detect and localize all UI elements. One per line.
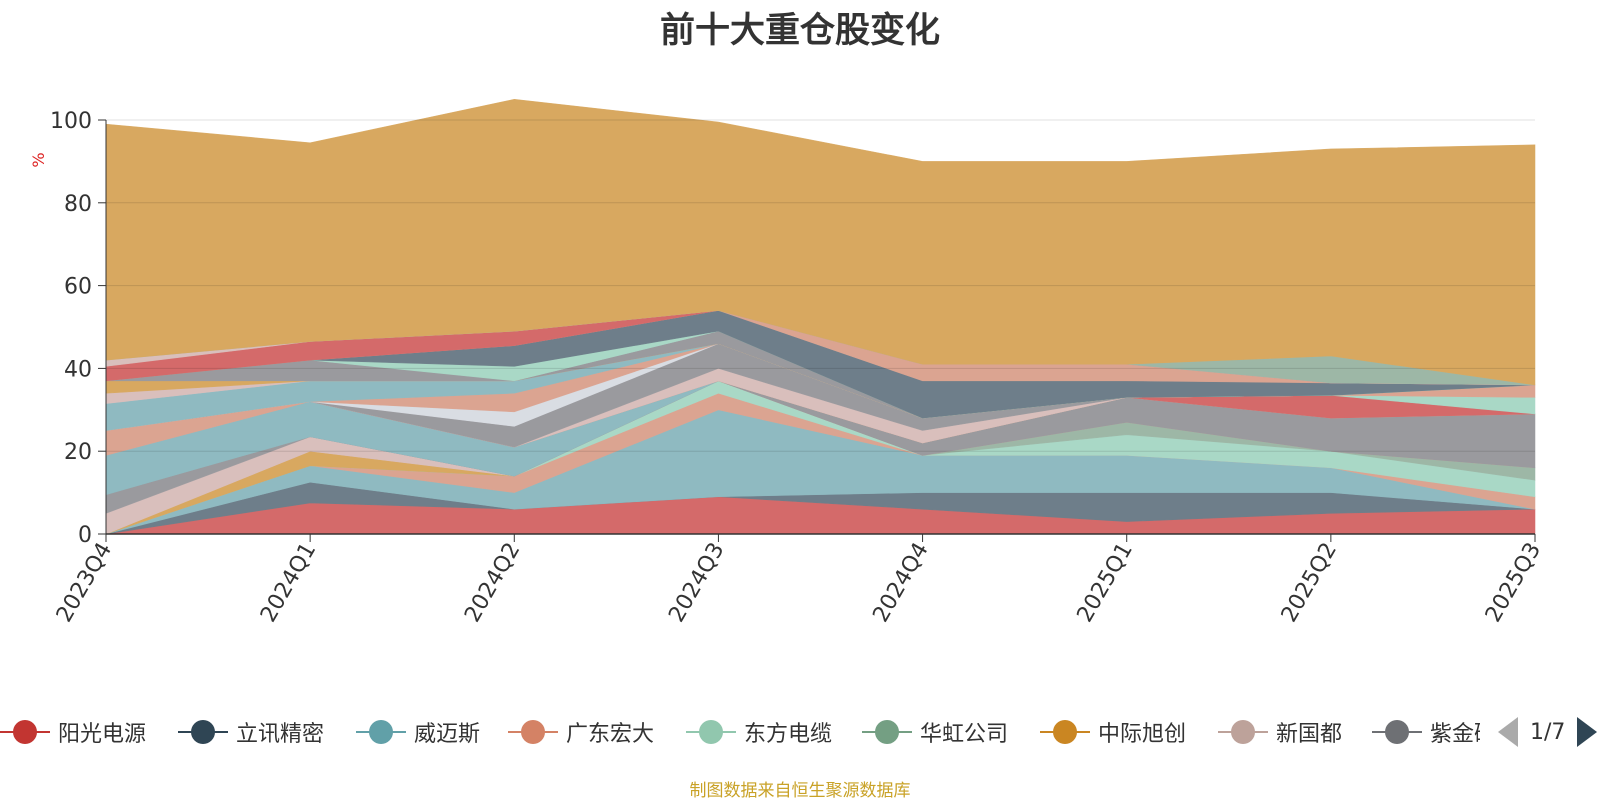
- data-source-note: 制图数据来自恒生聚源数据库: [689, 781, 911, 801]
- legend-marker: [178, 720, 228, 744]
- legend-item-7[interactable]: 中际旭创: [1040, 712, 1186, 752]
- legend-label: 广东宏大: [566, 722, 655, 747]
- y-axis-label: %: [29, 152, 48, 167]
- legend-pager: 1/7: [1498, 712, 1598, 752]
- legend-item-2[interactable]: 立讯精密: [178, 712, 324, 752]
- y-tick-label: 40: [64, 357, 92, 382]
- legend-marker: [686, 720, 736, 744]
- x-tick-label: 2025Q2: [1277, 539, 1342, 627]
- legend-marker: [1372, 720, 1422, 744]
- legend-label: 华虹公司: [920, 722, 1009, 747]
- legend-item-8[interactable]: 新国都: [1218, 712, 1342, 752]
- legend-marker: [356, 720, 406, 744]
- legend-label: 紫金矿业: [1430, 722, 1480, 747]
- legend: 阳光电源 立讯精密 威迈斯 广东宏大 东方电缆 华虹公司 中际旭创 新国都 紫金矿业 1/7: [0, 712, 1600, 752]
- legend-marker: [862, 720, 912, 744]
- y-tick-label: 20: [64, 440, 92, 465]
- area-series-33: [105, 98, 1536, 386]
- legend-item-4[interactable]: 广东宏大: [508, 712, 654, 752]
- legend-label: 中际旭创: [1098, 722, 1187, 747]
- legend-label: 新国都: [1276, 722, 1343, 747]
- legend-label: 阳光电源: [58, 722, 147, 747]
- area-series: [105, 98, 1536, 535]
- legend-page-indicator: 1/7: [1530, 719, 1566, 745]
- legend-marker: [508, 720, 558, 744]
- legend-item-5[interactable]: 东方电缆: [686, 712, 832, 752]
- stacked-area-chart: 0 20 40 60 80 100 2023Q4 2024Q1 2024Q2 2024Q3 2024…: [29, 98, 1546, 627]
- x-tick-label: 2024Q1: [256, 539, 321, 627]
- legend-marker: [1218, 720, 1268, 744]
- x-tick-label: 2023Q4: [52, 539, 117, 627]
- x-tick-label: 2024Q2: [460, 539, 525, 627]
- x-tick-label: 2024Q3: [664, 539, 729, 627]
- legend-label: 立讯精密: [236, 722, 325, 747]
- legend-next-page-button[interactable]: [1577, 717, 1598, 747]
- chart-title: 前十大重仓股变化: [659, 11, 940, 51]
- legend-items: 阳光电源 立讯精密 威迈斯 广东宏大 东方电缆 华虹公司 中际旭创 新国都 紫金矿业: [0, 712, 1480, 752]
- legend-item-9[interactable]: 紫金矿业: [1372, 712, 1480, 752]
- legend-item-6[interactable]: 华虹公司: [862, 712, 1008, 752]
- y-tick-label: 80: [64, 192, 92, 217]
- legend-prev-page-button[interactable]: [1498, 717, 1518, 747]
- legend-marker: [1040, 720, 1090, 744]
- legend-label: 东方电缆: [744, 722, 833, 747]
- y-tick-label: 60: [64, 275, 92, 300]
- y-tick-label: 100: [50, 109, 92, 134]
- legend-marker: [0, 720, 50, 744]
- legend-item-1[interactable]: 阳光电源: [0, 712, 146, 752]
- x-tick-label: 2025Q1: [1073, 539, 1138, 627]
- legend-item-3[interactable]: 威迈斯: [356, 712, 480, 752]
- x-tick-label: 2025Q3: [1481, 539, 1546, 627]
- y-tick-label: 0: [78, 523, 92, 548]
- x-tick-label: 2024Q4: [868, 539, 933, 627]
- legend-label: 威迈斯: [414, 722, 481, 747]
